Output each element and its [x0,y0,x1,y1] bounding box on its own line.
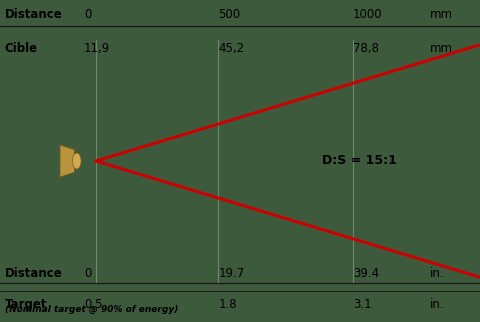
Text: 1.8: 1.8 [218,298,237,311]
Text: Distance: Distance [5,8,62,21]
Text: 11,9: 11,9 [84,42,110,55]
Text: 0.5: 0.5 [84,298,103,311]
Text: 0: 0 [84,8,91,21]
Text: 3.1: 3.1 [353,298,372,311]
Ellipse shape [72,153,81,169]
Text: mm: mm [430,42,453,55]
Text: 1000: 1000 [353,8,383,21]
Text: Target: Target [5,298,48,311]
Text: Cible: Cible [5,42,38,55]
Text: 45,2: 45,2 [218,42,244,55]
Text: 19.7: 19.7 [218,267,245,280]
Text: in.: in. [430,267,444,280]
Text: Distance: Distance [5,267,62,280]
Text: mm: mm [430,8,453,21]
Text: in.: in. [430,298,444,311]
Text: 0: 0 [84,267,91,280]
Text: 39.4: 39.4 [353,267,379,280]
Polygon shape [60,145,74,177]
Text: (Nominal target @ 90% of energy): (Nominal target @ 90% of energy) [5,305,178,314]
Text: 78,8: 78,8 [353,42,379,55]
Text: 500: 500 [218,8,240,21]
Text: D:S = 15:1: D:S = 15:1 [322,155,396,167]
